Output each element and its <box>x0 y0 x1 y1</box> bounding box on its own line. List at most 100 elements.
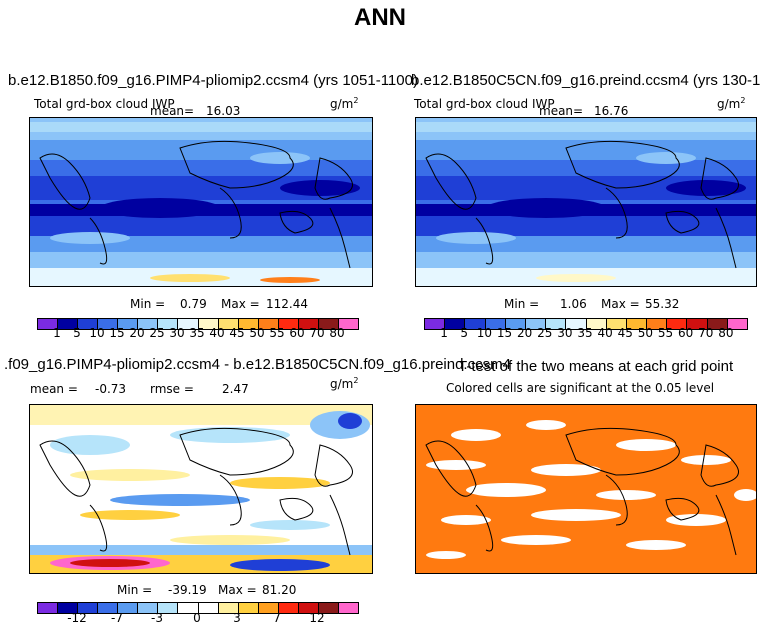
panel2-colorbar-segment <box>667 319 688 329</box>
panel3-colorbar-segment <box>138 603 159 613</box>
panel2-title: b.e12.B1850C5CN.f09_g16.preind.ccsm4 (yr… <box>411 72 760 89</box>
panel4-map <box>415 404 757 574</box>
panel4-map-svg <box>416 405 756 573</box>
panel3-colorbar-segment <box>38 603 59 613</box>
panel1-colorbar-segment <box>278 319 299 329</box>
panel2-colorbar-tick-label: 40 <box>597 326 613 340</box>
panel1-colorbar-tick-label: 50 <box>249 326 265 340</box>
panel2-colorbar-tick-label: 50 <box>637 326 654 340</box>
panel1-colorbar-tick-label: 80 <box>329 326 345 340</box>
panel2-mean-label: mean= <box>539 104 584 118</box>
panel2-colorbar-segment <box>505 319 526 329</box>
panel1-min-label: Min = <box>130 297 166 311</box>
panel3-title: .f09_g16.PIMP4-pliomip2.ccsm4 - b.e12.B1… <box>4 356 511 373</box>
panel1-colorbar-tick-label: 35 <box>189 326 205 340</box>
panel1-colorbar-tick-label: 55 <box>269 326 285 340</box>
panel2-colorbar-segment <box>425 319 446 329</box>
panel3-colorbar <box>37 602 359 614</box>
panel2-colorbar-tick-label: 80 <box>718 326 734 340</box>
panel2-map-svg <box>416 118 756 286</box>
panel2-colorbar-segment <box>606 319 627 329</box>
panel3-mean-label: mean = <box>30 382 78 396</box>
panel2-colorbar-tick-label: 1 <box>440 326 448 340</box>
panel1-colorbar-segment <box>198 319 219 329</box>
panel2-max-label: Max = <box>601 297 640 311</box>
panel2-colorbar-tick-label: 60 <box>677 326 694 340</box>
panel1-colorbar-tick-label: 70 <box>309 326 325 340</box>
panel3-colorbar-segment <box>178 603 199 613</box>
panel3-colorbar-segment <box>238 603 259 613</box>
panel3-colorbar-segment <box>278 603 299 613</box>
panel2-colorbar-tick-label: 25 <box>537 326 553 340</box>
panel1-colorbar-segment <box>318 319 339 329</box>
panel3-colorbar-segment <box>158 603 179 613</box>
panel2-colorbar-tick-label: 35 <box>577 326 593 340</box>
panel2-colorbar-segment <box>465 319 486 329</box>
panel1-map-svg <box>30 118 372 286</box>
panel1-colorbar-tick-label: 20 <box>129 326 145 340</box>
panel2-variable: Total grd-box cloud IWP <box>414 97 555 111</box>
panel3-colorbar-segment <box>118 603 139 613</box>
panel2-colorbar-segment <box>546 319 567 329</box>
panel1-colorbar-tick-label: 45 <box>229 326 245 340</box>
panel2-colorbar-labels: 1 5 10 15 20 25 30 35 40 45 50 55 60 70 80 <box>424 326 746 340</box>
panel3-colorbar-segment <box>98 603 119 613</box>
panel3-mean: -0.73 <box>95 382 127 396</box>
panel2-max: 55.32 <box>645 297 680 311</box>
panel4-subtitle: Colored cells are significant at the 0.0… <box>446 381 715 395</box>
panel3-colorbar-segment <box>258 603 279 613</box>
panel2-colorbar-segment <box>727 319 747 329</box>
panel1-min: 0.79 <box>180 297 207 311</box>
panel1-mean: 16.03 <box>206 104 241 118</box>
panel3-map <box>29 404 373 574</box>
panel1-title: b.e12.B1850.f09_g16.PIMP4-pliomip2.ccsm4… <box>8 72 418 89</box>
panel1-colorbar <box>37 318 359 330</box>
panel2-colorbar-tick-label: 55 <box>657 326 674 340</box>
panel1-colorbar-segment <box>58 319 79 329</box>
panel1-colorbar-segment <box>258 319 279 329</box>
panel3-colorbar-tick-label: 0 <box>193 611 201 625</box>
panel3-colorbar-segment <box>218 603 239 613</box>
panel4-title: T-test of the two means at each grid poi… <box>458 358 734 375</box>
panel1-colorbar-segment <box>118 319 139 329</box>
panel3-colorbar-tick-label: -3 <box>151 611 163 625</box>
panel1-colorbar-labels: 1 5 10 15 20 25 30 35 40 45 50 55 60 70 80 <box>37 326 357 340</box>
panel1-colorbar-tick-label: 60 <box>289 326 305 340</box>
panel2-mean: 16.76 <box>594 104 629 118</box>
panel2-colorbar-segment <box>586 319 607 329</box>
panel2-colorbar-tick-label: 10 <box>476 326 493 340</box>
panel3-colorbar-segment <box>318 603 339 613</box>
panel3-colorbar-segment <box>338 603 358 613</box>
panel3-colorbar-labels: -12 -7 -3 0 3 7 12 <box>37 611 357 625</box>
panel3-max-label: Max = <box>218 583 257 597</box>
panel1-colorbar-segment <box>98 319 119 329</box>
panel2-min: 1.06 <box>560 297 587 311</box>
panel3-colorbar-tick-label: -12 <box>67 611 87 625</box>
panel1-colorbar-tick-label: 30 <box>169 326 185 340</box>
panel1-colorbar-tick-label: 40 <box>209 326 225 340</box>
panel2-units: g/m2 <box>717 96 746 111</box>
panel2-colorbar-tick-label: 70 <box>698 326 714 340</box>
panel2-colorbar-tick-label: 15 <box>496 326 513 340</box>
panel3-colorbar-segment <box>58 603 79 613</box>
panel3-rmse-label: rmse = <box>150 382 194 396</box>
panel2-colorbar-tick-label: 45 <box>617 326 633 340</box>
panel2-colorbar-segment <box>525 319 547 329</box>
panel1-colorbar-tick-label: 10 <box>89 326 105 340</box>
panel1-colorbar-segment <box>298 319 319 329</box>
panel1-colorbar-segment <box>218 319 239 329</box>
figure-title: ANN <box>354 4 406 31</box>
panel2-colorbar-tick-label: 5 <box>460 326 469 340</box>
panel1-colorbar-segment <box>178 319 199 329</box>
panel1-colorbar-segment <box>138 319 159 329</box>
panel1-colorbar-segment <box>78 319 99 329</box>
panel1-colorbar-tick-label: 15 <box>109 326 125 340</box>
panel3-colorbar-segment <box>198 603 219 613</box>
panel1-colorbar-tick-label: 5 <box>73 326 81 340</box>
panel3-max: 81.20 <box>262 583 297 597</box>
panel3-rmse: 2.47 <box>222 382 249 396</box>
panel1-colorbar-tick-label: 1 <box>53 326 61 340</box>
panel1-max-label: Max = <box>221 297 260 311</box>
panel3-min: -39.19 <box>168 583 207 597</box>
panel1-colorbar-segment <box>338 319 358 329</box>
